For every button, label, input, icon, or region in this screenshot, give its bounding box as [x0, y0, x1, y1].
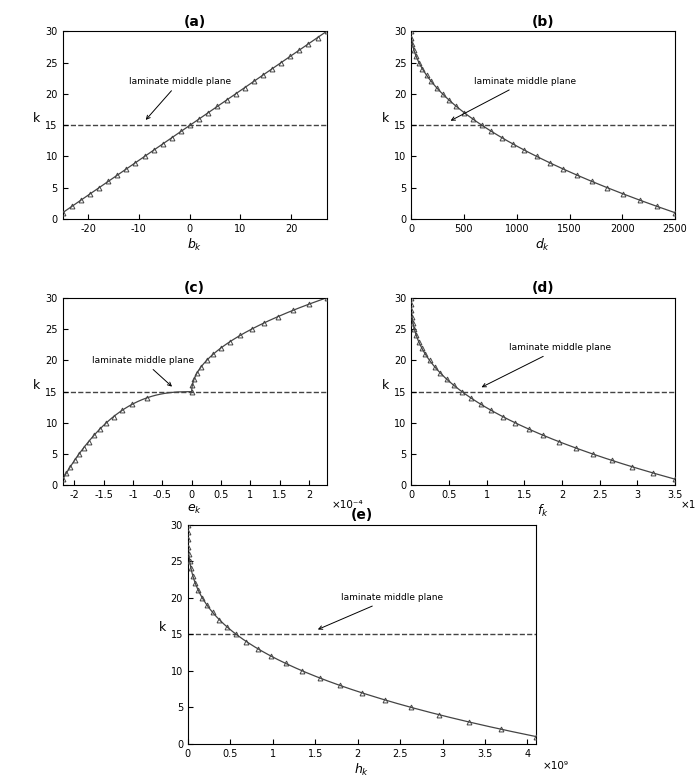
Text: ×10⁻⁴: ×10⁻⁴ — [332, 500, 363, 511]
X-axis label: $\mathit{f}_k$: $\mathit{f}_k$ — [537, 503, 549, 519]
Text: laminate middle plane: laminate middle plane — [482, 343, 611, 387]
Text: ×10⁹: ×10⁹ — [543, 761, 569, 771]
Text: laminate middle plane: laminate middle plane — [452, 77, 576, 121]
Text: ×10⁶: ×10⁶ — [681, 500, 696, 511]
X-axis label: $\mathit{h}_k$: $\mathit{h}_k$ — [354, 762, 370, 778]
Title: (b): (b) — [532, 15, 555, 29]
Title: (a): (a) — [184, 15, 206, 29]
X-axis label: $\mathit{d}_k$: $\mathit{d}_k$ — [535, 236, 551, 253]
Title: (c): (c) — [184, 281, 205, 295]
Y-axis label: k: k — [382, 112, 389, 125]
Y-axis label: k: k — [33, 112, 40, 125]
Title: (d): (d) — [532, 281, 555, 295]
X-axis label: $\mathit{e}_k$: $\mathit{e}_k$ — [187, 503, 202, 516]
Y-axis label: k: k — [33, 379, 40, 392]
X-axis label: $\mathit{b}_k$: $\mathit{b}_k$ — [187, 236, 203, 253]
Text: laminate middle plane: laminate middle plane — [129, 77, 231, 119]
Y-axis label: k: k — [159, 621, 166, 634]
Title: (e): (e) — [351, 508, 373, 522]
Y-axis label: k: k — [382, 379, 389, 392]
Text: laminate middle plane: laminate middle plane — [319, 594, 443, 630]
Text: laminate middle plane: laminate middle plane — [92, 355, 194, 386]
